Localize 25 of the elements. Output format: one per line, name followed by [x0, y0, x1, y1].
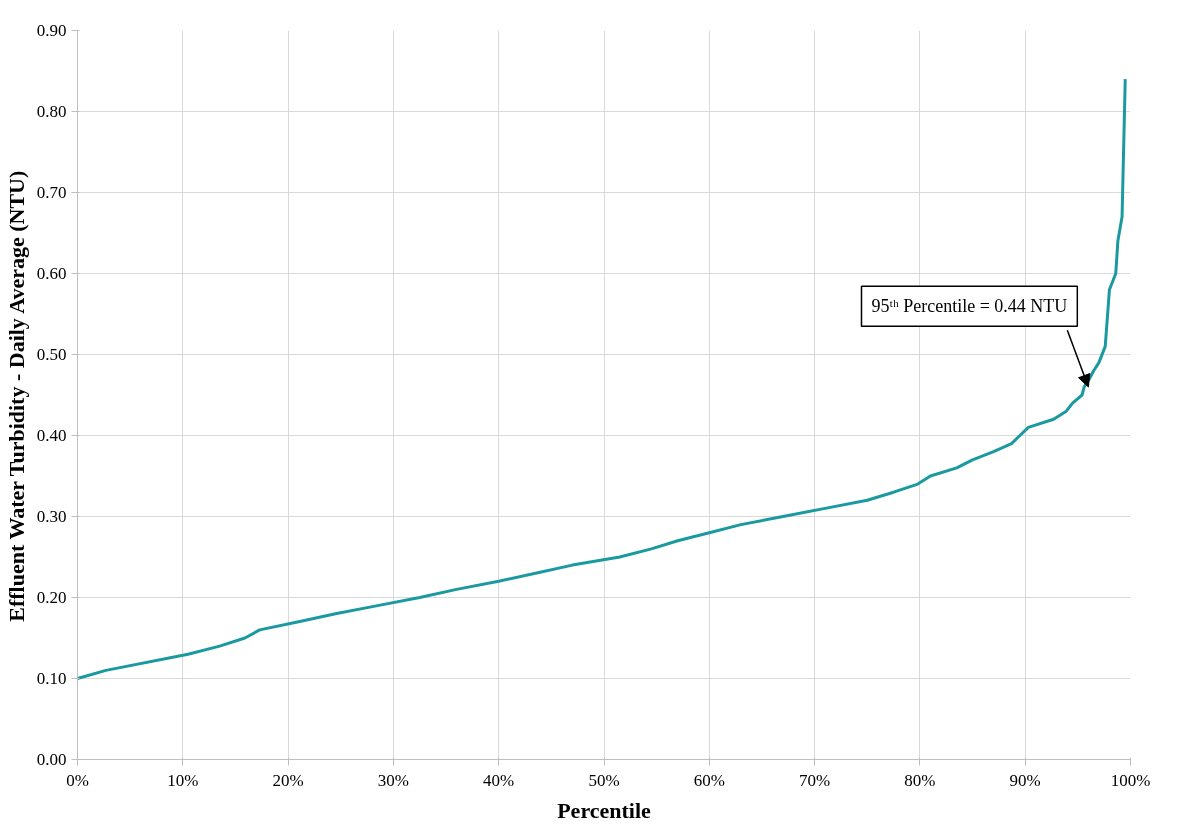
y-tick-label: 0.90 [36, 21, 67, 40]
annotation: 95ᵗʰ Percentile = 0.44 NTU [871, 296, 1068, 317]
x-tick-label: 60% [693, 770, 725, 790]
y-tick-label: 0.00 [36, 750, 67, 769]
y-tick-label: 0.70 [36, 183, 67, 202]
y-tick-label: 0.50 [36, 345, 67, 364]
x-tick-label: 100% [1110, 770, 1151, 790]
line-series [77, 77, 1127, 680]
y-tick-label: 0.30 [36, 507, 67, 526]
x-tick-label: 10% [167, 770, 199, 790]
x-tick-label: 80% [904, 770, 936, 790]
y-tick-label: 0.10 [36, 669, 67, 688]
y-tick-label: 0.60 [36, 264, 67, 283]
x-tick-label: 70% [799, 770, 831, 790]
y-axis-title: Effluent Water Turbidity - Daily Average (NTU) [3, 170, 29, 622]
x-tick-label: 20% [272, 770, 304, 790]
y-tick-label: 0.20 [36, 588, 67, 607]
x-tick-label: 0% [66, 770, 89, 790]
x-tick-label: 40% [483, 770, 515, 790]
x-axis-title: Percentile [557, 797, 652, 823]
x-tick-label: 90% [1009, 770, 1041, 790]
y-tick-label: 0.80 [36, 102, 67, 121]
x-tick-label: 50% [588, 770, 620, 790]
y-tick-label: 0.40 [36, 426, 67, 445]
x-tick-label: 30% [377, 770, 409, 790]
